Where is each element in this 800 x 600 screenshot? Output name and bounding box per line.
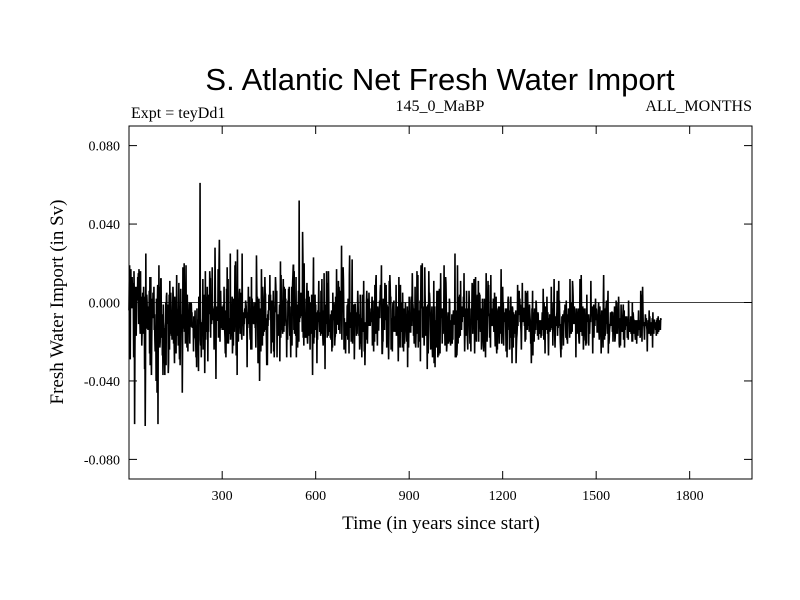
y-tick-label: -0.080 <box>84 453 120 468</box>
subtitle-center: 145_0_MaBP <box>396 98 485 115</box>
x-tick-label: 300 <box>212 489 233 504</box>
y-axis-label: Fresh Water Import (in Sv) <box>47 200 68 405</box>
plot-frame <box>128 125 753 480</box>
x-tick-label: 1500 <box>582 489 610 504</box>
x-tick-label: 600 <box>305 489 326 504</box>
chart-title: S. Atlantic Net Fresh Water Import <box>205 62 675 97</box>
x-tick-label: 1200 <box>489 489 517 504</box>
x-tick-label: 900 <box>399 489 420 504</box>
x-axis-label: Time (in years since start) <box>342 513 540 534</box>
y-tick-label: 0.080 <box>89 140 121 155</box>
y-tick-label: 0.000 <box>89 297 121 312</box>
series-line-0 <box>128 182 662 427</box>
subtitle-left: Expt = teyDd1 <box>131 105 225 122</box>
x-tick-label: 1800 <box>676 489 704 504</box>
subtitle-right: ALL_MONTHS <box>645 98 752 115</box>
y-tick-label: -0.040 <box>84 375 120 390</box>
y-tick-label: 0.040 <box>89 218 121 233</box>
